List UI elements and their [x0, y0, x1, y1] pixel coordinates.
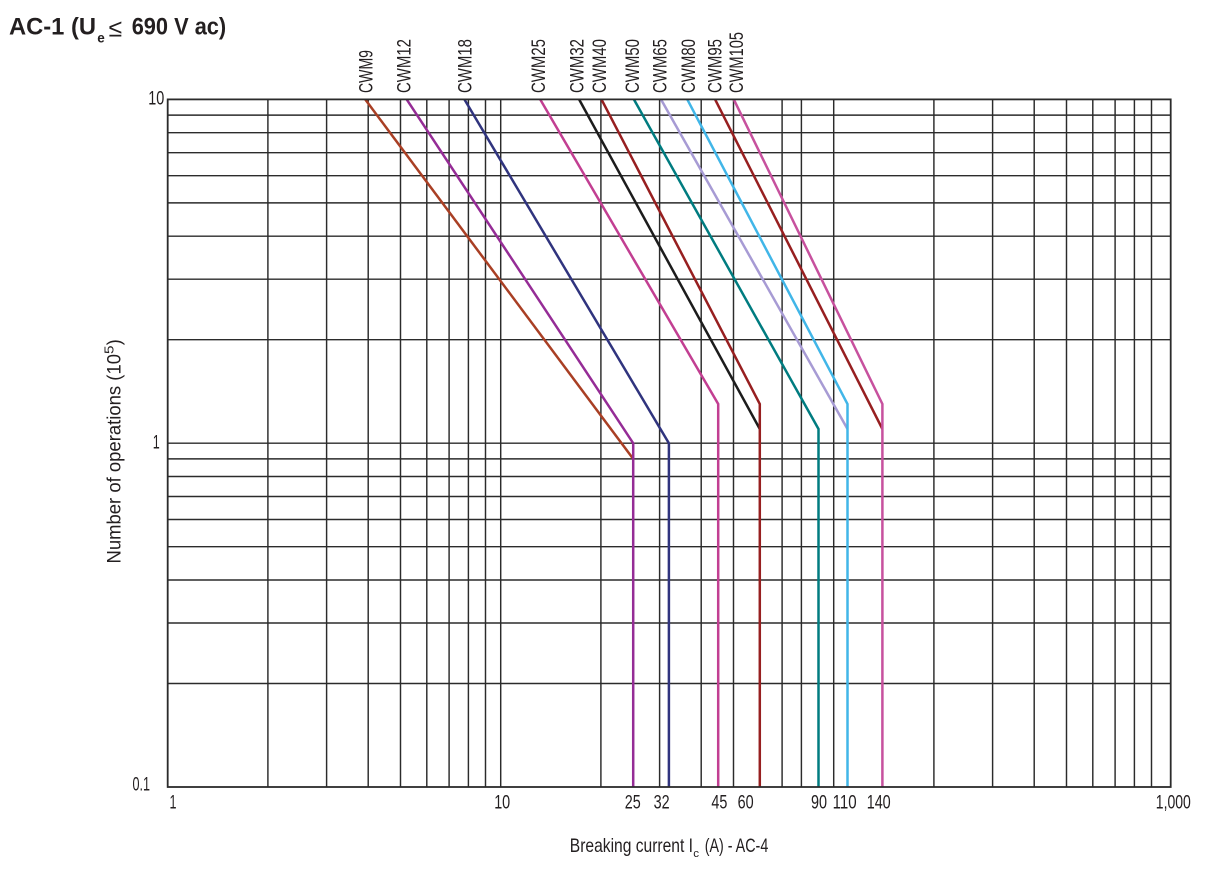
svg-text:Breaking current I: Breaking current I: [570, 835, 693, 857]
svg-text:25: 25: [625, 792, 641, 814]
svg-text:1: 1: [170, 792, 177, 814]
svg-text:e: e: [97, 30, 105, 45]
svg-text:10: 10: [494, 792, 510, 814]
svg-text:CWM32: CWM32: [566, 39, 588, 93]
svg-text:0.1: 0.1: [133, 774, 151, 796]
svg-text:60: 60: [738, 792, 754, 814]
svg-text:≤: ≤: [109, 14, 123, 42]
svg-text:CWM80: CWM80: [678, 39, 700, 93]
svg-text:AC-1 (U: AC-1 (U: [9, 14, 96, 41]
svg-text:1: 1: [153, 432, 160, 454]
svg-text:10: 10: [148, 88, 164, 110]
svg-text:45: 45: [711, 792, 727, 814]
svg-text:): ): [104, 339, 125, 345]
svg-text:CWM12: CWM12: [394, 39, 416, 93]
svg-text:5: 5: [102, 346, 117, 355]
svg-text:690 V ac): 690 V ac): [132, 14, 227, 41]
svg-text:CWM95: CWM95: [705, 39, 727, 93]
svg-text:CWM25: CWM25: [528, 39, 550, 93]
svg-text:CWM105: CWM105: [726, 32, 748, 93]
svg-text:32: 32: [654, 792, 670, 814]
svg-text:Number of operations (10: Number of operations (10: [104, 354, 125, 564]
svg-text:(A) - AC-4: (A) - AC-4: [705, 835, 769, 857]
svg-text:CWM50: CWM50: [622, 39, 644, 93]
svg-text:1,000: 1,000: [1156, 792, 1191, 814]
svg-text:CWM18: CWM18: [455, 39, 477, 93]
svg-text:140: 140: [867, 792, 891, 814]
svg-text:110: 110: [833, 792, 857, 814]
svg-text:90: 90: [811, 792, 827, 814]
svg-text:c: c: [693, 848, 699, 860]
svg-text:CWM40: CWM40: [589, 39, 611, 93]
svg-text:CWM9: CWM9: [356, 50, 378, 93]
svg-text:CWM65: CWM65: [650, 39, 672, 93]
